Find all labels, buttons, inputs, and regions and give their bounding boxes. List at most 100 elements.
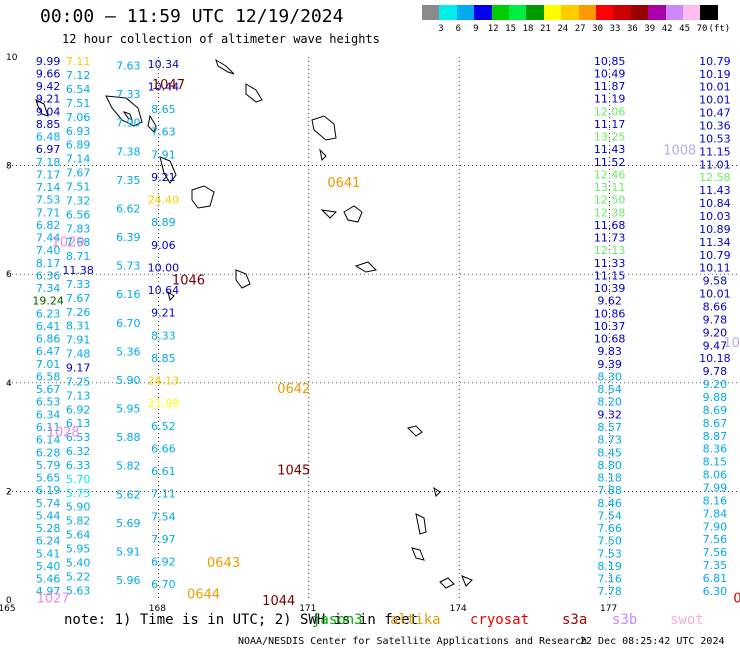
legend-swatch	[456, 5, 475, 20]
island-shape	[415, 513, 427, 535]
wave-height-value: 7.84	[703, 507, 728, 520]
wave-height-value: 6.24	[36, 535, 61, 548]
track-id-label: 1045	[277, 464, 310, 479]
island-shape	[35, 99, 49, 117]
legend-label: 30	[592, 24, 604, 34]
wave-height-value: 8.31	[66, 320, 91, 333]
wave-height-value: 8.19	[597, 560, 622, 573]
wave-height-value: 6.34	[36, 408, 61, 421]
wave-height-value: 6.82	[36, 219, 61, 232]
wave-height-value: 7.91	[151, 148, 176, 161]
map-subtitle: 12 hour collection of altimeter wave hei…	[62, 32, 380, 46]
wave-height-value: 11.87	[594, 80, 626, 93]
legend-swatch	[422, 5, 440, 20]
track-id-label: 1029	[52, 236, 85, 251]
wave-height-value: 7.66	[597, 522, 622, 535]
wave-height-value: 6.54	[66, 83, 91, 96]
wave-height-value: 5.40	[66, 556, 91, 569]
wave-height-value: 8.54	[597, 383, 622, 396]
wave-height-value: 10.39	[594, 282, 626, 295]
wave-height-value: 9.47	[703, 339, 728, 352]
wave-height-value: 6.16	[116, 288, 141, 301]
legend-swatch	[648, 5, 667, 20]
wave-height-value: 9.83	[597, 345, 622, 358]
wave-height-value: 11.01	[699, 158, 731, 171]
wave-height-value: 6.86	[36, 333, 61, 346]
wave-height-value: 8.67	[703, 417, 728, 430]
island-shape	[167, 290, 175, 301]
wave-height-value: 9.66	[36, 67, 61, 80]
island-shape	[439, 577, 455, 589]
wave-height-value: 11.34	[699, 236, 731, 249]
wave-height-value: 5.90	[66, 501, 91, 514]
wave-height-value: 6.93	[66, 125, 91, 138]
wave-height-value: 7.14	[66, 153, 91, 166]
wave-height-value: 10.89	[699, 223, 731, 236]
island-shape	[159, 156, 177, 184]
wave-height-value: 6.41	[36, 320, 61, 333]
island-shape	[433, 486, 441, 497]
wave-height-value: 6.33	[66, 459, 91, 472]
wave-height-value: 6.39	[116, 231, 141, 244]
wave-height-value: 9.62	[597, 295, 622, 308]
wave-height-value: 8.87	[703, 430, 728, 443]
wave-height-value: 7.51	[66, 97, 91, 110]
wave-height-value: 7.63	[151, 126, 176, 139]
wave-height-value: 7.54	[597, 509, 622, 522]
legend-swatch	[543, 5, 562, 20]
lon-tick-label: 174	[450, 604, 467, 614]
wave-height-value: 6.56	[66, 208, 91, 221]
legend-label: 70	[696, 24, 708, 34]
island-shape	[147, 114, 157, 133]
wave-height-value: 8.30	[597, 370, 622, 383]
wave-height-value: 5.73	[116, 260, 141, 273]
legend-label: 39	[644, 24, 656, 34]
wave-height-value: 13.25	[594, 131, 626, 144]
wave-height-value: 7.88	[597, 484, 622, 497]
lon-tick-label: 165	[0, 604, 16, 614]
track-id-label: 0643	[207, 556, 240, 571]
wave-height-value: 6.81	[703, 572, 728, 585]
wave-height-value: 8.36	[703, 443, 728, 456]
wave-height-value: 10.19	[699, 68, 731, 81]
track-id-label: 1007	[723, 336, 740, 351]
wave-height-value: 9.78	[703, 365, 728, 378]
wave-height-value: 9.58	[703, 275, 728, 288]
legend-label: 21	[539, 24, 551, 34]
wave-height-value: 7.32	[66, 194, 91, 207]
wave-height-value: 5.64	[66, 529, 91, 542]
wave-height-value: 7.40	[36, 244, 61, 257]
satellite-name: cryosat	[470, 612, 530, 628]
wave-height-value: 10.18	[699, 352, 731, 365]
footer-timestamp: 22 Dec 08:25:42 UTC 2024	[580, 636, 725, 647]
wave-height-value: 12.46	[594, 168, 626, 181]
wave-height-value: 11.52	[594, 156, 626, 169]
wave-height-value: 5.62	[116, 488, 141, 501]
legend-label: 3	[438, 24, 444, 34]
island-shape	[343, 205, 363, 223]
wave-height-value: 7.35	[116, 174, 141, 187]
lat-tick-label: 4	[6, 379, 12, 389]
wave-height-value: 10.01	[699, 288, 731, 301]
wave-height-value: 5.67	[36, 383, 61, 396]
satellite-name: swot	[670, 612, 704, 628]
legend-label: 9	[473, 24, 479, 34]
wave-height-value: 6.32	[66, 445, 91, 458]
wave-height-value: 7.26	[66, 306, 91, 319]
track-id-label: 1027	[37, 591, 70, 606]
island-shape	[191, 185, 215, 209]
wave-height-value: 6.97	[36, 143, 61, 156]
wave-height-value: 7.35	[703, 559, 728, 572]
wave-height-value: 7.97	[151, 533, 176, 546]
island-shape	[407, 425, 423, 437]
wave-height-value: 7.90	[116, 117, 141, 130]
wave-height-value: 12.06	[594, 105, 626, 118]
wave-height-value: 8.69	[703, 404, 728, 417]
island-shape	[461, 575, 473, 587]
wave-height-value: 24.13	[148, 375, 180, 388]
wave-height-value: 7.44	[36, 232, 61, 245]
wave-height-value: 9.04	[36, 105, 61, 118]
wave-height-value: 6.11	[36, 421, 61, 434]
wave-height-value: 6.30	[703, 585, 728, 598]
